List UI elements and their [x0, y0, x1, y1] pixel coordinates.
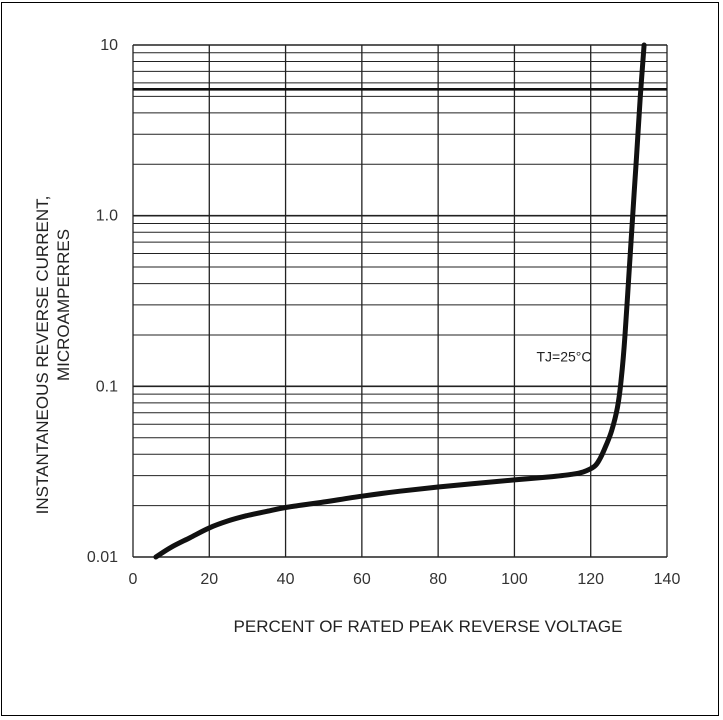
series-curve — [153, 42, 647, 560]
y-axis-label-line1: INSTANTANEOUS REVERSE CURRENT, — [33, 196, 52, 515]
y-tick-label: 0.1 — [96, 378, 118, 395]
temperature-annotation: TJ=25°C — [537, 348, 592, 364]
x-tick-label: 20 — [200, 571, 218, 588]
series-group — [153, 42, 647, 560]
x-tick-label: 60 — [353, 571, 371, 588]
y-tick-labels: 0.01 0.1 1.0 10 — [87, 37, 118, 566]
y-tick-label: 0.01 — [87, 549, 118, 566]
x-tick-label: 140 — [654, 571, 681, 588]
y-tick-label: 10 — [100, 37, 118, 54]
y-tick-label: 1.0 — [96, 208, 118, 225]
x-tick-labels: 0 20 40 60 80 100 120 140 — [129, 571, 681, 588]
x-axis-label: PERCENT OF RATED PEAK REVERSE VOLTAGE — [234, 617, 623, 636]
x-tick-label: 40 — [277, 571, 295, 588]
y-axis-label-line2: MICROAMPERRES — [54, 229, 73, 381]
x-tick-label: 100 — [501, 571, 528, 588]
x-tick-label: 0 — [129, 571, 138, 588]
x-tick-label: 80 — [429, 571, 447, 588]
grid — [132, 44, 668, 558]
x-tick-label: 120 — [577, 571, 604, 588]
